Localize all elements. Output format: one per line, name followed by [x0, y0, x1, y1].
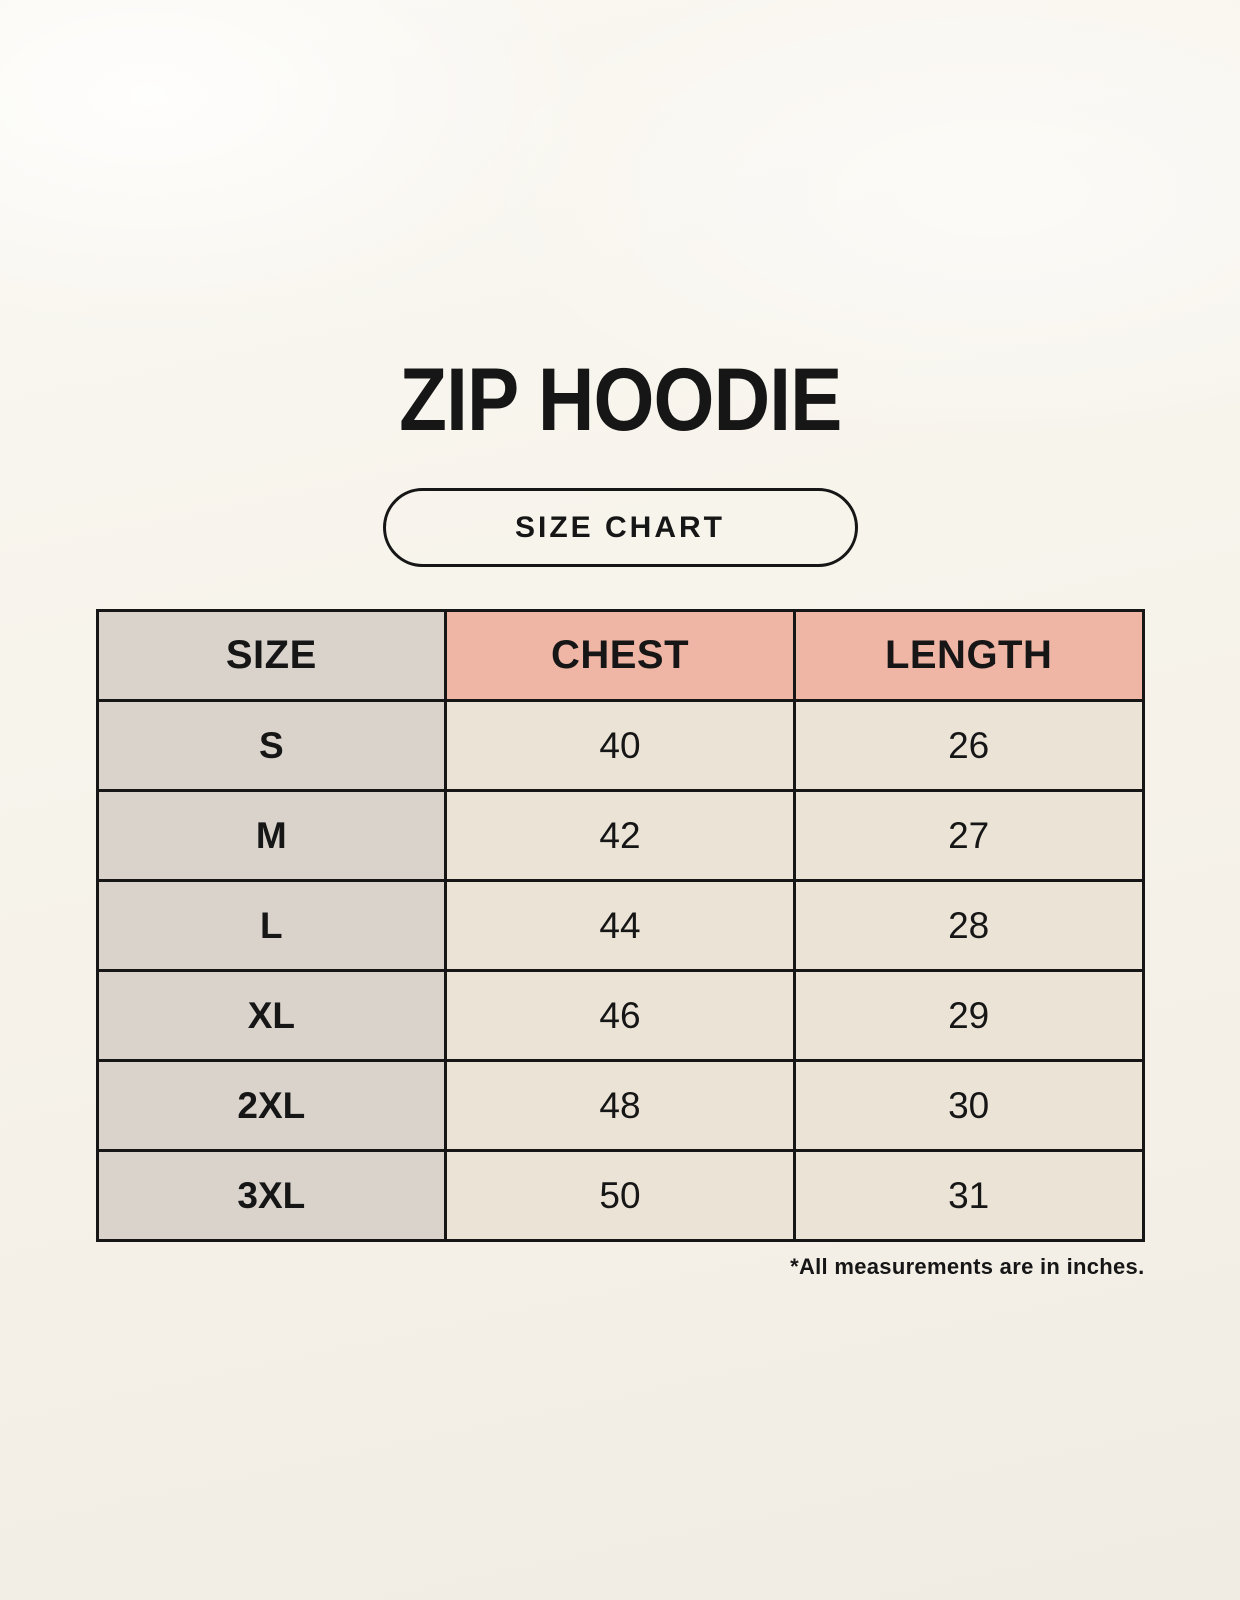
size-cell: M: [95, 789, 448, 882]
measurements-footnote: *All measurements are in inches.: [790, 1254, 1145, 1279]
size-chart-badge-label: SIZE CHART: [515, 510, 725, 544]
chest-cell: 48: [444, 1059, 796, 1152]
size-cell: XL: [95, 969, 448, 1062]
length-cell: 27: [792, 789, 1145, 882]
chest-cell: 42: [444, 789, 796, 882]
length-cell: 30: [792, 1059, 1145, 1152]
table-row: 2XL 48 30: [95, 1059, 1145, 1152]
chest-cell: 44: [444, 879, 796, 972]
table-row: 3XL 50 31: [95, 1149, 1145, 1242]
table-row: L 44 28: [95, 879, 1145, 972]
chest-cell: 40: [444, 699, 796, 792]
length-cell: 29: [792, 969, 1145, 1062]
size-chart-table: SIZE CHEST LENGTH S 40 26 M 42 27 L: [95, 609, 1145, 1242]
table-row: XL 46 29: [95, 969, 1145, 1062]
size-cell: 2XL: [95, 1059, 448, 1152]
chest-cell: 46: [444, 969, 796, 1062]
size-cell: L: [95, 879, 448, 972]
size-cell: 3XL: [95, 1149, 448, 1242]
content-column: ZIP HOODIE SIZE CHART SIZE CHEST LENGTH …: [95, 349, 1145, 1279]
table-row: S 40 26: [95, 699, 1145, 792]
size-chart-badge[interactable]: SIZE CHART: [382, 488, 858, 567]
column-header-chest: CHEST: [444, 609, 796, 702]
length-cell: 28: [792, 879, 1145, 972]
length-cell: 26: [792, 699, 1145, 792]
chest-cell: 50: [444, 1149, 796, 1242]
length-cell: 31: [792, 1149, 1145, 1242]
table-row: M 42 27: [95, 789, 1145, 882]
column-header-size: SIZE: [95, 609, 448, 702]
column-header-length: LENGTH: [792, 609, 1145, 702]
size-cell: S: [95, 699, 448, 792]
page-title: ZIP HOODIE: [398, 349, 842, 449]
header-row: SIZE CHEST LENGTH: [95, 609, 1145, 702]
